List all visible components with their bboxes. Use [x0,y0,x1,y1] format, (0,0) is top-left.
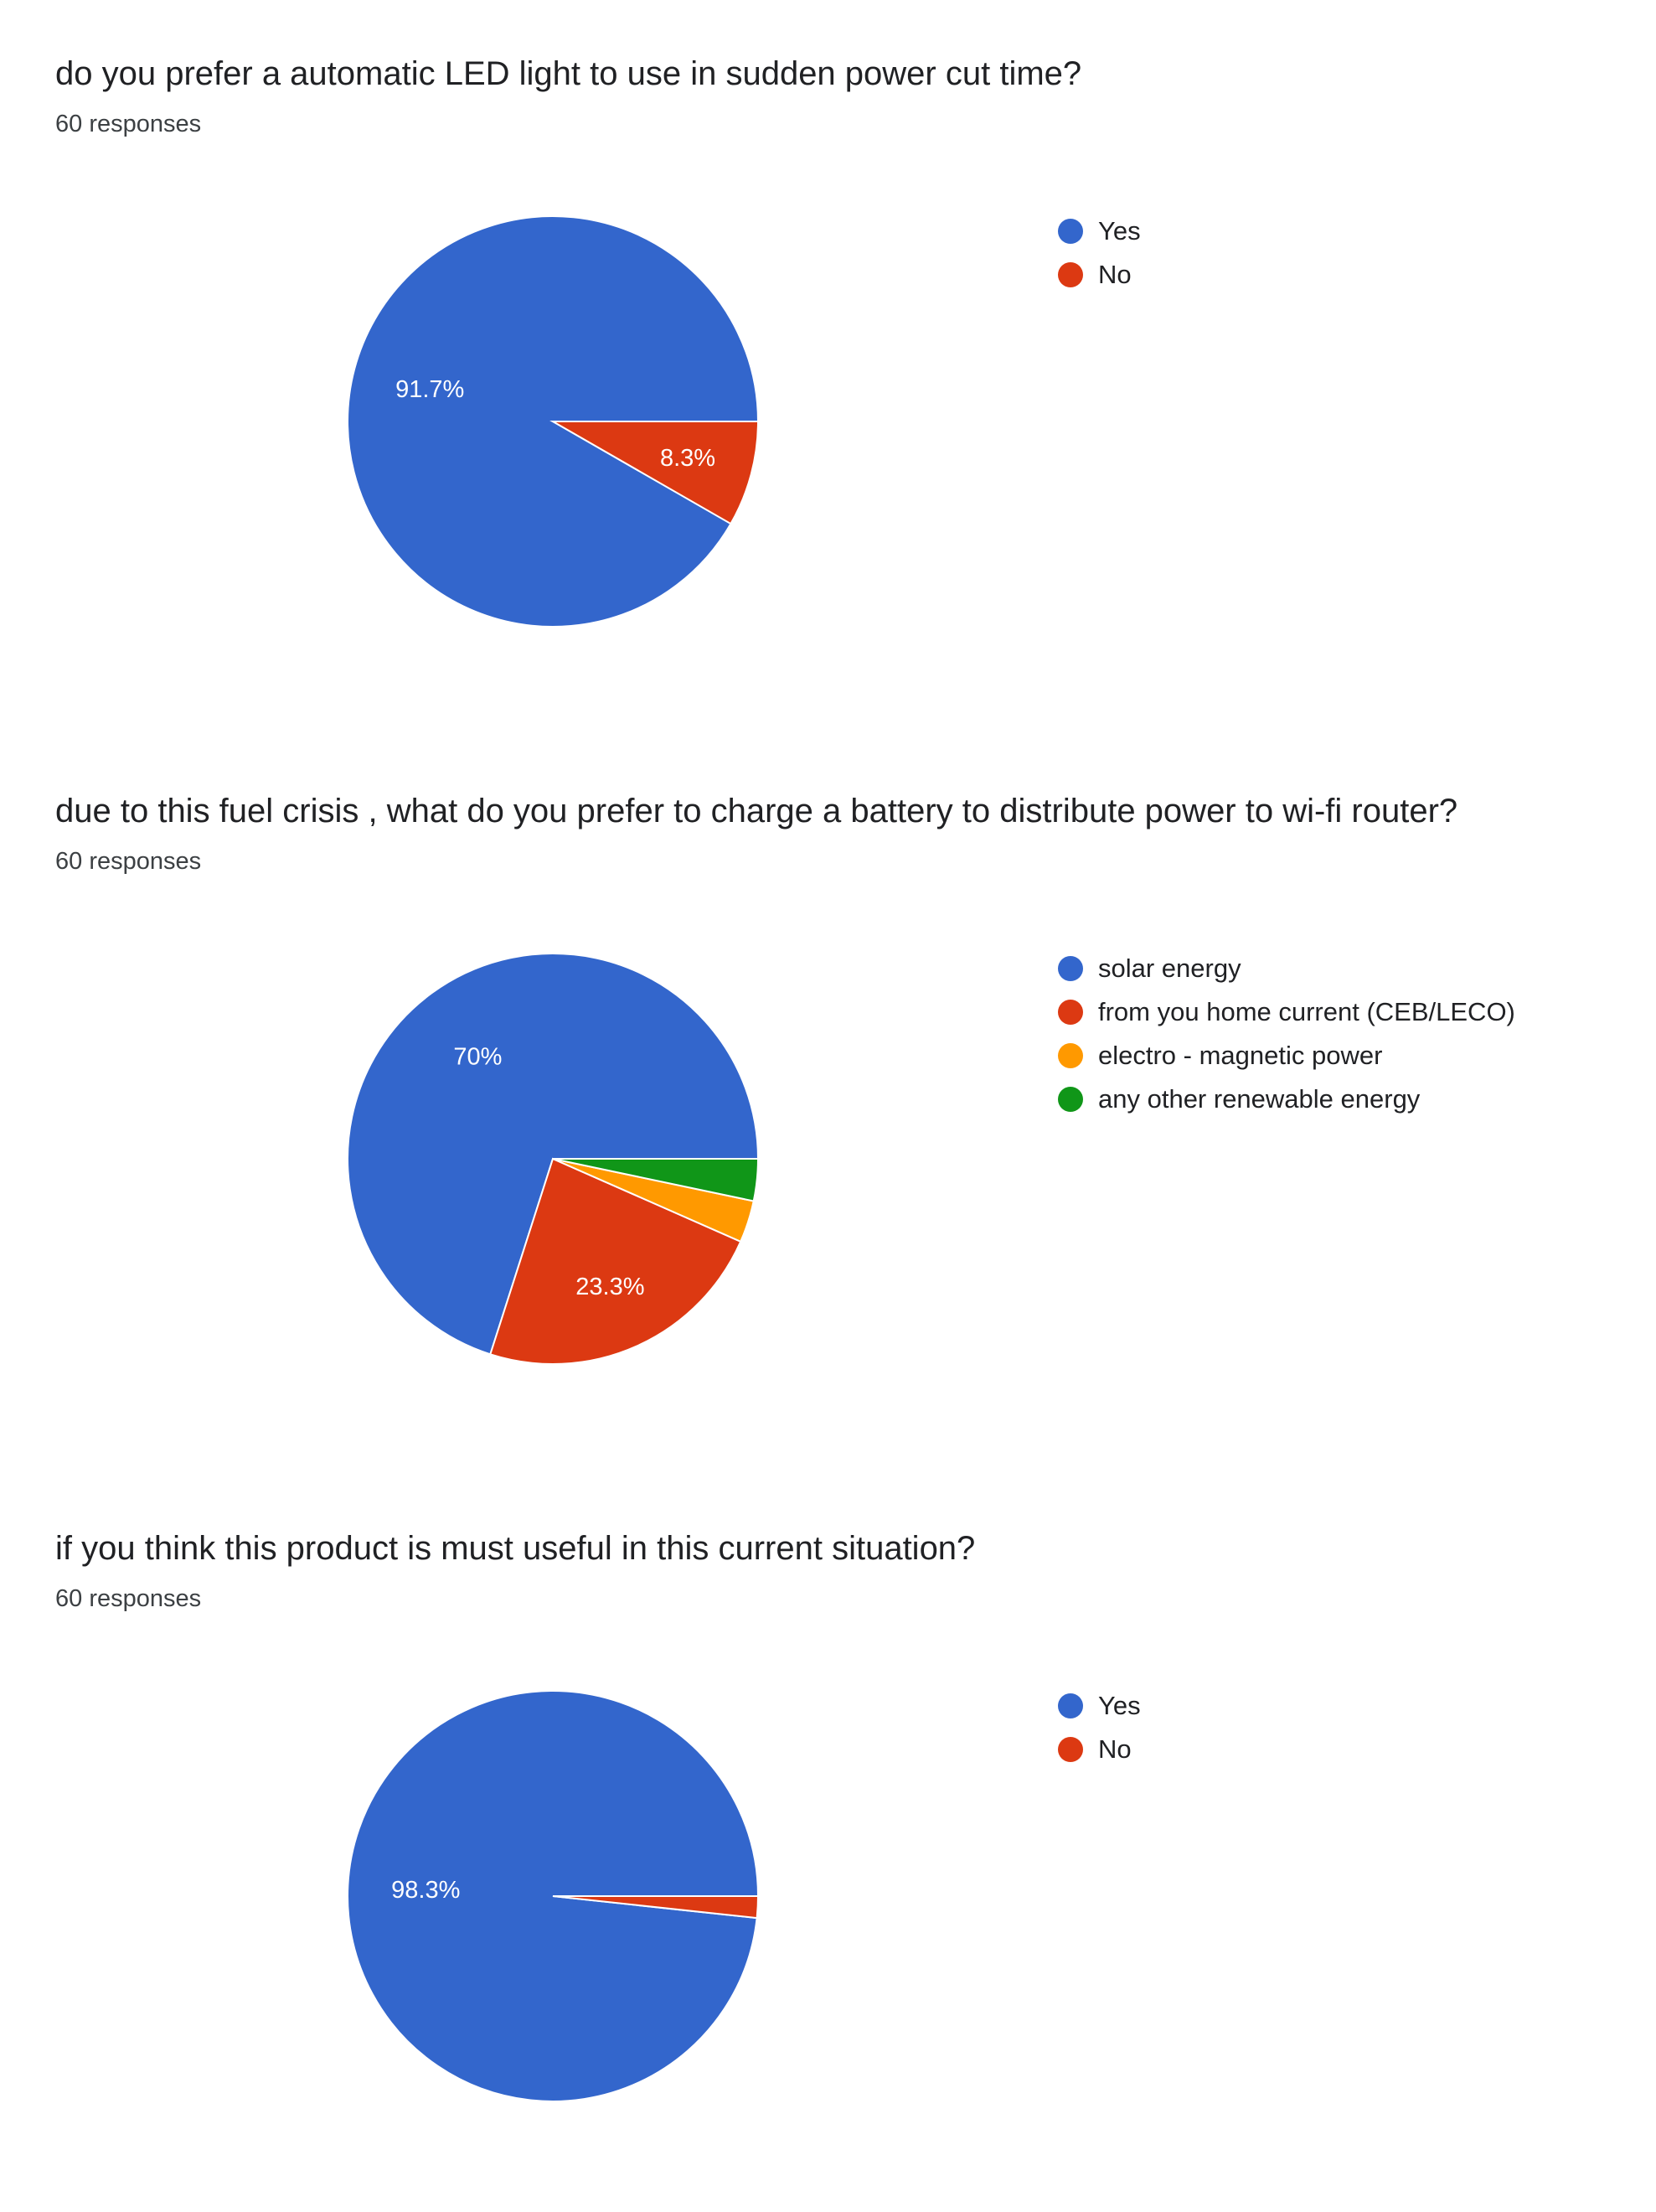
legend-swatch [1058,956,1083,981]
pie-chart: 91.7% 8.3% [347,215,760,628]
slice-data-label: 70% [453,1043,502,1070]
chart-section-2: due to this fuel crisis , what do you pr… [0,737,1656,1475]
legend-label: Yes [1098,1691,1141,1720]
legend-label: Yes [1098,216,1141,245]
legend-item: any other renewable energy [1058,1078,1515,1121]
legend-item: No [1058,253,1141,297]
legend: solar energy from you home current (CEB/L… [1058,947,1515,1121]
legend-item: Yes [1058,1684,1141,1728]
pie-slice-2 [552,1895,760,1920]
legend: Yes No [1058,1684,1141,1771]
legend-item: electro - magnetic power [1058,1034,1515,1078]
legend-label: solar energy [1098,954,1241,983]
pie-slice-1 [347,953,760,1356]
legend-item: solar energy [1058,947,1515,990]
chart-section-3: if you think this product is must useful… [0,1475,1656,2212]
legend-label: from you home current (CEB/LECO) [1098,997,1515,1026]
legend-swatch [1058,1693,1083,1718]
legend-swatch [1058,1043,1083,1068]
pie-slice-1 [347,215,760,628]
slice-data-label: 98.3% [391,1877,460,1904]
legend-label: any other renewable energy [1098,1084,1421,1114]
legend-swatch [1058,1000,1083,1025]
response-count: 60 responses [55,111,202,137]
slice-data-label: 23.3% [575,1274,644,1300]
slice-data-label: 8.3% [660,445,715,472]
legend-item: No [1058,1728,1141,1771]
legend-swatch [1058,1087,1083,1112]
pie-slice-2 [489,1157,742,1365]
legend-swatch [1058,1737,1083,1762]
legend-label: electro - magnetic power [1098,1041,1383,1070]
question-title: due to this fuel crisis , what do you pr… [55,793,1458,830]
pie-chart: 98.3% [347,1689,760,2102]
legend-label: No [1098,260,1132,289]
legend-swatch [1058,262,1083,287]
legend-item: Yes [1058,209,1141,253]
pie-slice-4 [552,1158,760,1202]
pie-chart: 70% 23.3% [347,953,760,1365]
slice-data-label: 91.7% [395,376,464,403]
chart-section-1: do you prefer a automatic LED light to u… [0,0,1656,737]
legend-swatch [1058,219,1083,244]
pie-slice-2 [549,421,760,525]
legend-item: from you home current (CEB/LECO) [1058,990,1515,1034]
legend-label: No [1098,1734,1132,1764]
response-count: 60 responses [55,848,202,875]
legend: Yes No [1058,209,1141,297]
question-title: do you prefer a automatic LED light to u… [55,55,1082,92]
question-title: if you think this product is must useful… [55,1530,976,1567]
response-count: 60 responses [55,1585,202,1612]
